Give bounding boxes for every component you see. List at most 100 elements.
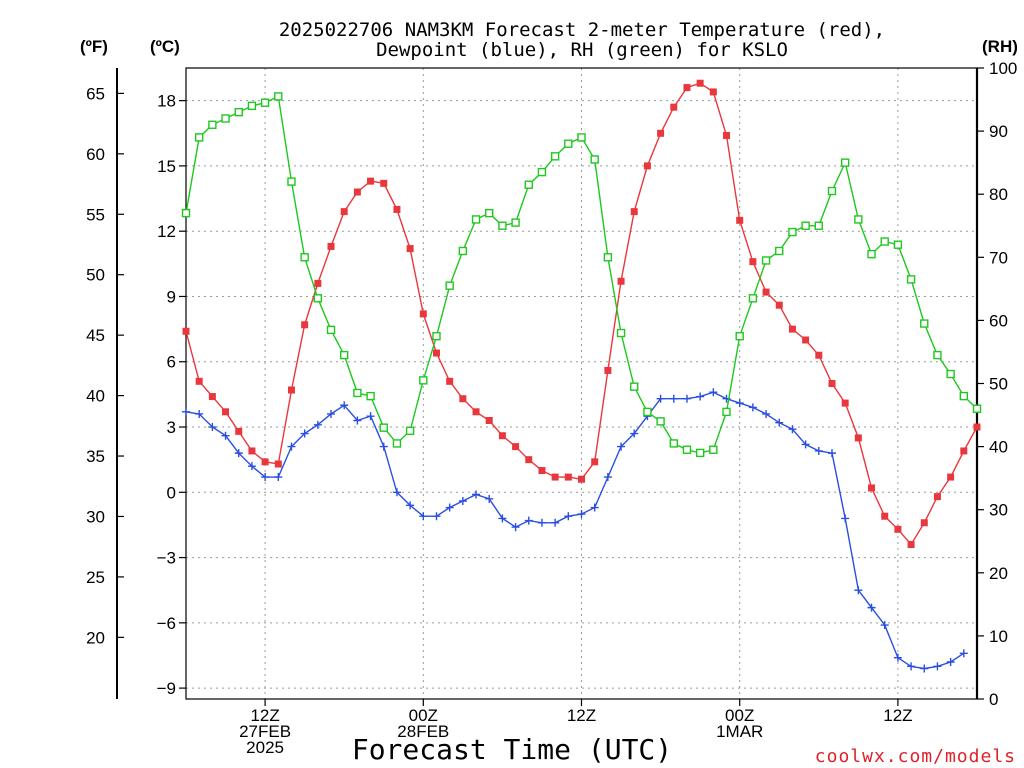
temperature-point bbox=[538, 467, 546, 475]
rh-point bbox=[221, 114, 230, 123]
rh-point bbox=[788, 227, 797, 237]
rh-point bbox=[972, 404, 982, 413]
temperature-point bbox=[973, 423, 981, 431]
rh-point bbox=[577, 133, 586, 142]
dewpoint-point bbox=[221, 431, 230, 440]
rh-point bbox=[814, 221, 823, 230]
dewpoint-point bbox=[234, 449, 243, 458]
series-layer bbox=[181, 79, 982, 673]
rh-tick-label: 10 bbox=[989, 627, 1008, 646]
rh-point bbox=[603, 253, 613, 262]
dewpoint-point bbox=[880, 621, 889, 630]
celsius-tick-label: 18 bbox=[157, 92, 176, 111]
temperature-point bbox=[459, 395, 467, 403]
rh-point bbox=[761, 256, 771, 265]
temperature-point bbox=[947, 473, 955, 481]
celsius-tick-label: −6 bbox=[157, 614, 176, 633]
temperature-point bbox=[604, 366, 612, 374]
time-tick-label: 28FEB bbox=[397, 722, 449, 741]
rh-point bbox=[959, 391, 969, 401]
dewpoint-point bbox=[419, 512, 428, 521]
celsius-tick-label: 15 bbox=[157, 157, 176, 176]
rh-tick-label: 40 bbox=[989, 438, 1008, 457]
rh-point bbox=[643, 407, 652, 417]
credit-label: coolwx.com/models bbox=[815, 746, 1016, 767]
rh-point bbox=[511, 218, 520, 227]
temperature-point bbox=[815, 351, 823, 359]
rh-point bbox=[432, 331, 441, 341]
temperature-point bbox=[933, 493, 941, 501]
temperature-point bbox=[709, 88, 717, 96]
dewpoint-point bbox=[432, 512, 441, 521]
temperature-point bbox=[723, 131, 731, 139]
temperature-point bbox=[301, 321, 309, 329]
time-tick-label: 12Z bbox=[883, 706, 912, 725]
temperature-point bbox=[881, 512, 889, 520]
dewpoint-point bbox=[590, 503, 599, 512]
temperature-point bbox=[208, 393, 216, 401]
dewpoint-point bbox=[313, 420, 322, 429]
rh-point bbox=[682, 445, 692, 454]
rh-point bbox=[471, 215, 481, 224]
dewpoint-point bbox=[867, 603, 876, 612]
dewpoint-point bbox=[656, 394, 665, 403]
temperature-point bbox=[485, 416, 493, 424]
rh-point bbox=[801, 221, 810, 230]
dewpoint-point bbox=[630, 429, 639, 438]
grid-lines bbox=[186, 68, 977, 699]
celsius-axis: −9 −6 −3 0 3 6 9 12 15 18 bbox=[157, 92, 186, 698]
temperature-point bbox=[591, 458, 599, 466]
temperature-point bbox=[525, 456, 533, 464]
rh-point bbox=[854, 215, 863, 224]
dewpoint-point bbox=[524, 516, 533, 525]
dewpoint-point bbox=[933, 662, 942, 671]
dewpoint-point bbox=[379, 442, 388, 451]
temperature-point bbox=[775, 301, 783, 309]
dewpoint-point bbox=[788, 425, 797, 434]
dewpoint-point bbox=[841, 514, 850, 523]
temperature-point bbox=[393, 205, 401, 213]
temperature-point bbox=[736, 216, 744, 224]
dewpoint-point bbox=[274, 473, 283, 482]
rh-point bbox=[392, 439, 402, 448]
celsius-tick-label: 3 bbox=[167, 418, 176, 437]
temperature-point bbox=[235, 427, 243, 435]
dewpoint-point bbox=[762, 409, 771, 418]
plot-frame bbox=[185, 67, 978, 700]
rh-point bbox=[616, 328, 626, 338]
rh-point bbox=[709, 445, 718, 454]
rh-point bbox=[827, 186, 837, 196]
dewpoint-point bbox=[472, 490, 481, 499]
series-rh bbox=[181, 92, 982, 458]
chart-title: 2025022706 NAM3KM Forecast 2-meter Tempe… bbox=[279, 19, 885, 61]
dewpoint-point bbox=[353, 416, 362, 425]
rh-point bbox=[234, 107, 243, 117]
temperature-point bbox=[894, 525, 902, 533]
rh-point bbox=[867, 249, 876, 259]
rh-point bbox=[656, 417, 665, 426]
fahrenheit-tick-label: 55 bbox=[86, 205, 105, 224]
temperature-point bbox=[367, 177, 375, 185]
dewpoint-point bbox=[511, 523, 520, 532]
rh-tick-label: 20 bbox=[989, 564, 1008, 583]
dewpoint-point bbox=[735, 399, 744, 408]
celsius-unit-label: (ºC) bbox=[150, 37, 180, 56]
fahrenheit-tick-label: 60 bbox=[86, 145, 105, 164]
time-tick-label: 1MAR bbox=[716, 722, 763, 741]
rh-point bbox=[300, 253, 309, 262]
celsius-tick-label: −3 bbox=[157, 549, 176, 568]
series-line-dewpoint bbox=[185, 391, 965, 670]
temperature-point bbox=[380, 179, 388, 187]
fahrenheit-tick-label: 65 bbox=[86, 84, 105, 103]
temperature-point bbox=[182, 327, 190, 335]
dewpoint-point bbox=[366, 412, 375, 421]
time-tick-label: 2025 bbox=[246, 738, 284, 757]
rh-point bbox=[722, 407, 731, 417]
rh-tick-label: 30 bbox=[989, 501, 1008, 520]
rh-point bbox=[405, 426, 415, 436]
temperature-point bbox=[578, 475, 585, 483]
dewpoint-point bbox=[854, 586, 863, 595]
rh-point bbox=[498, 221, 507, 230]
rh-point bbox=[379, 423, 388, 432]
